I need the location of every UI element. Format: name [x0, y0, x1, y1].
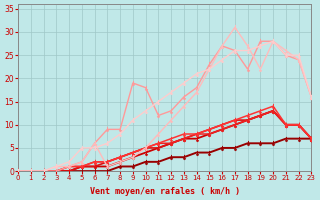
X-axis label: Vent moyen/en rafales ( km/h ): Vent moyen/en rafales ( km/h ): [90, 187, 240, 196]
